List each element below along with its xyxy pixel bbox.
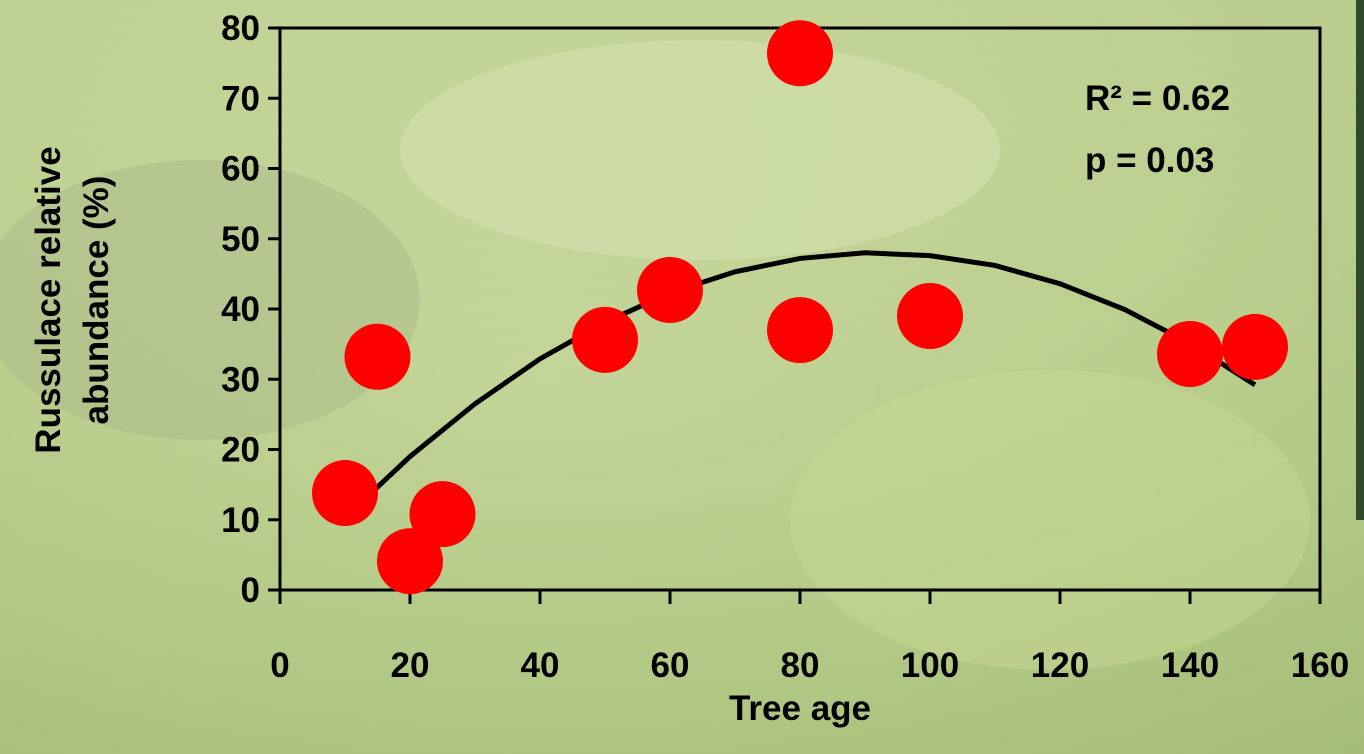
x-tick-label: 80 [781, 646, 820, 685]
x-tick-label: 100 [901, 646, 959, 685]
x-tick-label: 140 [1161, 646, 1219, 685]
annotation: p = 0.03 [1085, 141, 1214, 180]
point [572, 306, 638, 373]
point [767, 20, 833, 87]
x-tick-label: 0 [270, 646, 289, 685]
point [377, 528, 443, 595]
y-axis-label: abundance (%) [77, 176, 116, 425]
point [344, 323, 411, 390]
x-tick-label: 160 [1291, 646, 1349, 685]
y-tick-label: 50 [221, 220, 260, 259]
point [1222, 313, 1288, 380]
y-tick-label: 30 [221, 360, 260, 399]
background-blur [0, 160, 420, 440]
x-tick-label: 20 [391, 646, 430, 685]
point [897, 283, 963, 350]
point [1157, 320, 1223, 387]
y-tick-label: 10 [221, 501, 260, 540]
x-tick-label: 60 [651, 646, 690, 685]
x-tick-label: 120 [1031, 646, 1089, 685]
y-tick-label: 0 [241, 571, 260, 610]
y-tick-label: 20 [221, 431, 260, 470]
photo-edge [1356, 0, 1364, 520]
fit-curve [343, 250, 1257, 520]
y-tick-label: 70 [221, 79, 260, 118]
point [767, 297, 833, 364]
point [637, 257, 703, 324]
annotation: R² = 0.62 [1085, 79, 1230, 118]
y-tick-label: 60 [221, 150, 260, 189]
x-tick-label: 40 [521, 646, 560, 685]
background-blur [400, 40, 1000, 260]
y-tick-label: 40 [221, 290, 260, 329]
y-tick-label: 80 [221, 9, 260, 48]
y-axis-label: Russulace relative [29, 146, 68, 453]
point [312, 460, 378, 527]
background-blur [790, 370, 1310, 670]
point [409, 481, 476, 548]
x-axis-label: Tree age [729, 689, 871, 728]
